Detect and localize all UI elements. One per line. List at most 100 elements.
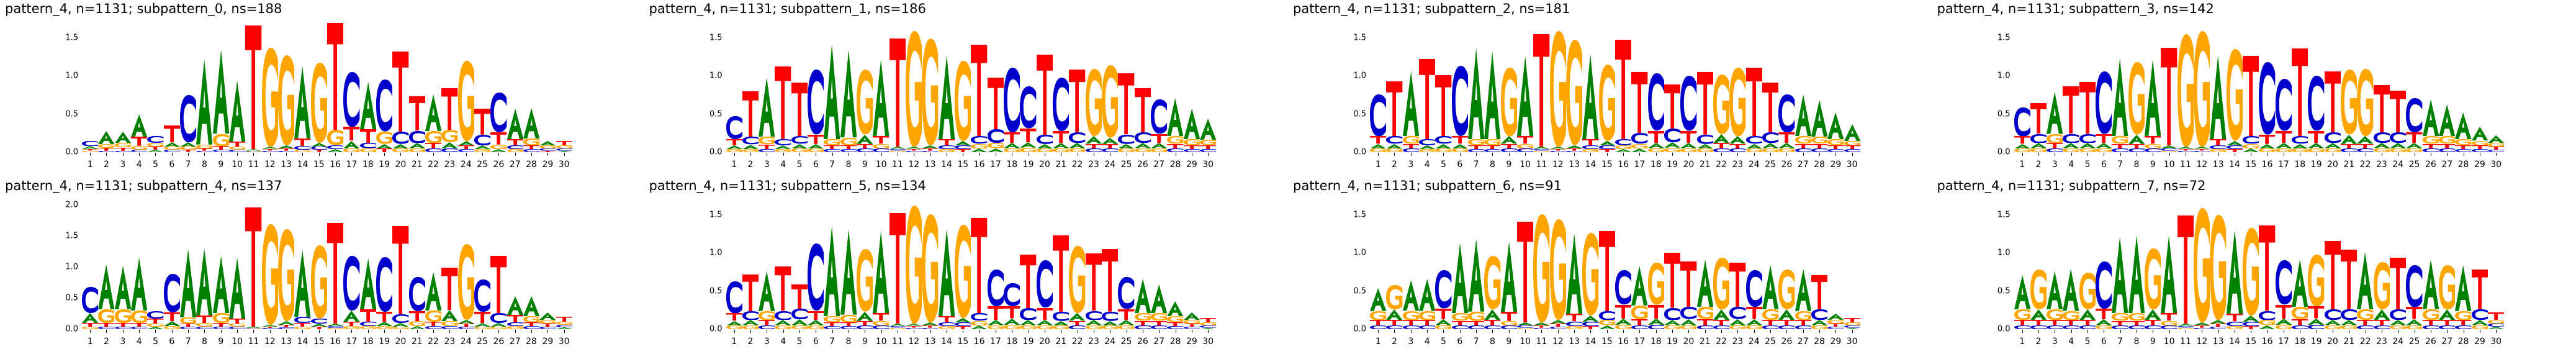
base-glyph-C	[1631, 325, 1648, 329]
x-tick-label: 23	[1732, 337, 1744, 347]
base-glyph-T	[938, 316, 955, 322]
x-tick-mark	[441, 153, 457, 156]
base-glyph-A	[1451, 243, 1468, 314]
base-glyph-T	[1582, 326, 1599, 329]
x-tick-label: 2	[2035, 337, 2042, 347]
base-glyph-C	[971, 136, 988, 144]
base-glyph-C	[179, 327, 197, 329]
base-glyph-T	[938, 139, 955, 145]
base-glyph-A	[539, 140, 556, 145]
base-glyph-T	[1167, 322, 1184, 327]
base-glyph-T	[1745, 67, 1762, 137]
base-glyph-G	[742, 149, 759, 152]
base-glyph-G	[1615, 145, 1632, 150]
x-tick-label: 15	[313, 337, 325, 347]
base-glyph-T	[955, 326, 971, 329]
base-glyph-C	[857, 148, 873, 152]
base-glyph-A	[840, 50, 857, 138]
x-tick: 9	[1501, 330, 1517, 351]
x-tick-mark	[2341, 330, 2357, 333]
x-tick-label: 8	[845, 337, 852, 347]
base-glyph-G	[1467, 311, 1485, 321]
base-glyph-A	[938, 55, 955, 140]
x-tick-label: 26	[2425, 160, 2436, 170]
base-glyph-C	[490, 313, 507, 323]
base-glyph-C	[1102, 311, 1119, 321]
base-glyph-G	[1435, 148, 1452, 152]
base-glyph-A	[376, 322, 393, 326]
base-glyph-A	[1167, 301, 1184, 317]
x-tick-label: 17	[2278, 337, 2289, 347]
y-tick-label: 0.0	[1997, 147, 2011, 157]
base-glyph-G	[1020, 325, 1037, 329]
x-tick: 1	[726, 153, 742, 174]
base-glyph-A	[1778, 309, 1795, 320]
logo-stack	[523, 196, 540, 329]
base-glyph-A	[2112, 237, 2128, 314]
logo-stack	[1102, 196, 1119, 329]
base-glyph-G	[1004, 148, 1020, 152]
logo-stack	[2177, 19, 2194, 152]
base-glyph-A	[2079, 143, 2096, 148]
x-tick-mark	[1167, 153, 1183, 156]
x-tick-label: 8	[202, 337, 207, 347]
x-tick-label: 24	[460, 160, 472, 170]
x-tick-mark	[2488, 153, 2504, 156]
base-glyph-G	[376, 131, 393, 144]
logo-stack	[2259, 19, 2276, 152]
base-glyph-G	[1484, 139, 1501, 145]
base-glyph-G	[840, 314, 857, 322]
base-glyph-T	[791, 284, 808, 309]
base-glyph-C	[376, 257, 393, 312]
base-glyph-T	[2455, 320, 2472, 325]
base-glyph-C	[2259, 311, 2276, 320]
logo-stack	[1615, 19, 1632, 152]
x-tick-label: 12	[2196, 160, 2208, 170]
x-tick-mark	[2259, 153, 2275, 156]
base-glyph-C	[196, 150, 213, 152]
x-tick-label: 3	[1408, 160, 1414, 170]
x-tick: 15	[1599, 153, 1615, 174]
x-tick-mark	[2292, 330, 2308, 333]
logo-stack	[742, 19, 759, 152]
x-tick: 26	[2423, 330, 2439, 351]
sequence-logo	[726, 196, 1217, 329]
x-tick-mark	[82, 153, 98, 156]
logo-stack	[2275, 196, 2292, 329]
base-glyph-A	[1370, 288, 1387, 311]
base-glyph-G	[2047, 134, 2063, 143]
base-glyph-C	[1516, 148, 1534, 152]
base-glyph-A	[2063, 143, 2079, 148]
x-tick-mark	[2079, 330, 2096, 333]
x-tick-mark	[392, 330, 408, 333]
logo-stack	[824, 196, 840, 329]
base-glyph-A	[1484, 309, 1501, 320]
base-glyph-G	[2390, 148, 2407, 152]
x-tick-label: 4	[780, 337, 786, 347]
x-tick-mark	[857, 330, 873, 333]
x-tick-mark	[1102, 153, 1118, 156]
base-glyph-G	[938, 149, 955, 152]
logo-stack	[2406, 196, 2423, 329]
base-glyph-C	[987, 270, 1004, 307]
logo-stack	[1729, 19, 1746, 152]
x-tick-mark	[1533, 153, 1549, 156]
x-tick-label: 30	[2490, 337, 2502, 347]
x-tick-label: 9	[218, 160, 224, 170]
x-tick-mark	[556, 153, 572, 156]
base-glyph-G	[277, 229, 295, 321]
base-glyph-A	[2341, 134, 2358, 144]
base-glyph-T	[114, 323, 131, 327]
base-glyph-T	[1549, 149, 1566, 151]
x-tick-mark	[1664, 153, 1680, 156]
x-tick-mark	[1053, 153, 1069, 156]
base-glyph-C	[376, 79, 393, 132]
base-glyph-T	[1778, 320, 1795, 325]
base-glyph-C	[2128, 148, 2145, 152]
base-glyph-A	[2063, 268, 2079, 311]
x-tick: 20	[1037, 153, 1053, 174]
base-glyph-C	[791, 308, 808, 320]
x-tick: 10	[1517, 153, 1533, 174]
base-glyph-A	[1020, 320, 1037, 325]
x-tick: 18	[360, 153, 376, 174]
